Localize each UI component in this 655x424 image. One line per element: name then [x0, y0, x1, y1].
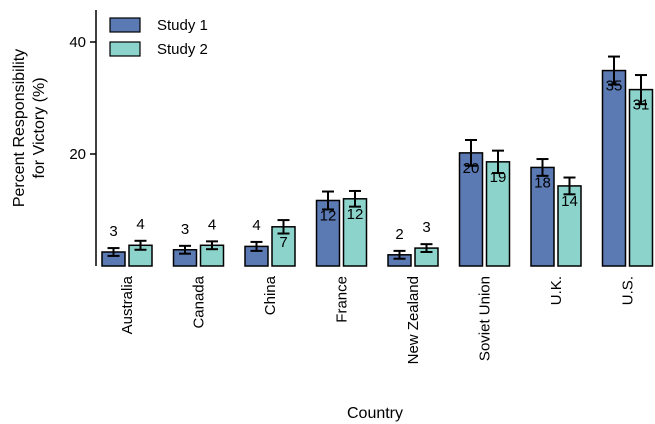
y-tick-label: 40: [69, 34, 86, 51]
data-label-study-1-china: 4: [252, 217, 260, 234]
bar-study-1-u-s: [601, 69, 627, 267]
bar-study-2-u-s: [628, 88, 654, 267]
bars: 3 4 3 4 4 7 12 12 2 3 20 19 18 14 35 31: [101, 55, 654, 267]
data-label-study-1-soviet-union: 20: [463, 160, 480, 177]
data-label-study-1-canada: 3: [181, 221, 189, 238]
x-tick-label: Soviet Union: [477, 276, 494, 361]
x-tick-label: Canada: [191, 275, 208, 328]
legend-swatch-study-1: [109, 17, 141, 33]
x-axis-title: Country: [347, 405, 403, 422]
data-label-study-2-u-s: 31: [633, 97, 650, 114]
legend-label-study-2: Study 2: [157, 41, 208, 58]
legend: Study 1 Study 2: [109, 17, 208, 58]
data-label-study-2-australia: 4: [136, 216, 144, 233]
y-tick-label: 20: [69, 146, 86, 163]
data-label-study-1-u-s: 35: [606, 78, 623, 95]
legend-label-study-1: Study 1: [157, 17, 208, 34]
data-label-study-1-france: 12: [320, 207, 337, 224]
data-label-study-2-u-k: 14: [561, 193, 578, 210]
data-label-study-2-china: 7: [279, 234, 287, 251]
x-tick-label: China: [262, 275, 279, 315]
y-axis-title-line-2: for Victory (%): [31, 77, 48, 178]
y-axis-title-line-1: Percent Responsibility: [11, 49, 28, 207]
data-label-study-2-new-zealand: 3: [422, 219, 430, 236]
x-tick-label: U.K.: [548, 276, 565, 305]
data-label-study-1-australia: 3: [109, 223, 117, 240]
data-label-study-2-canada: 4: [208, 216, 216, 233]
x-tick-label: France: [334, 276, 351, 323]
x-tick-label: Australia: [119, 275, 136, 334]
x-tick-labels: Australia Canada China France New Zealand Sov…: [119, 275, 637, 364]
data-label-study-2-soviet-union: 19: [490, 169, 507, 186]
data-label-study-1-new-zealand: 2: [395, 226, 403, 243]
data-label-study-2-france: 12: [347, 206, 364, 223]
data-label-study-1-u-k: 18: [534, 174, 551, 191]
x-tick-label: U.S.: [620, 276, 637, 305]
legend-swatch-study-2: [109, 41, 141, 57]
x-tick-label: New Zealand: [405, 276, 422, 364]
